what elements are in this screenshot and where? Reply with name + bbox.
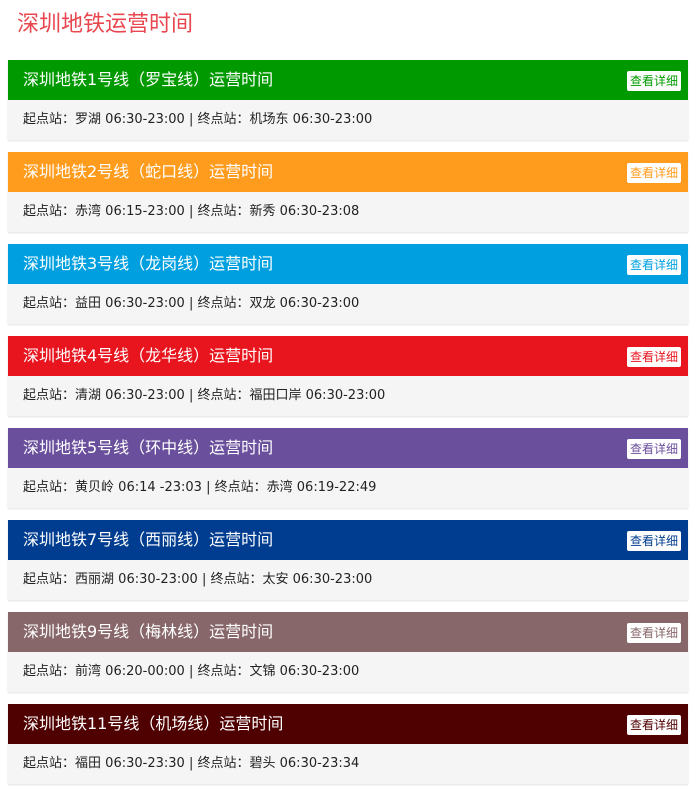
start-station-label: 起点站： — [23, 756, 76, 771]
start-station-label: 起点站： — [23, 664, 76, 679]
line-card-5: 深圳地铁5号线（环中线）运营时间 查看详细 起点站：黄贝岭 06:14 -23:… — [8, 428, 688, 508]
start-station-name: 赤湾 — [75, 204, 102, 219]
view-details-button[interactable]: 查看详细 — [626, 347, 681, 367]
view-details-button[interactable]: 查看详细 — [626, 715, 681, 735]
end-station-label: 终点站： — [197, 664, 250, 679]
line-info: 起点站：益田 06:30-23:00 | 终点站：双龙 06:30-23:00 — [8, 284, 688, 324]
start-station-label: 起点站： — [23, 112, 76, 127]
line-info: 起点站：前湾 06:20-00:00 | 终点站：文锦 06:30-23:00 — [8, 652, 688, 692]
line-card-3: 深圳地铁3号线（龙岗线）运营时间 查看详细 起点站：益田 06:30-23:00… — [8, 244, 688, 324]
info-separator: | — [188, 204, 194, 219]
start-station-name: 益田 — [75, 296, 102, 311]
start-station-name: 福田 — [75, 756, 102, 771]
view-details-button[interactable]: 查看详细 — [626, 255, 681, 275]
start-station-hours: 06:30-23:30 — [105, 756, 185, 771]
line-info: 起点站：西丽湖 06:30-23:00 | 终点站：太安 06:30-23:00 — [8, 560, 688, 600]
line-header: 深圳地铁11号线（机场线）运营时间 查看详细 — [8, 704, 688, 744]
end-station-name: 新秀 — [249, 204, 276, 219]
line-title: 深圳地铁2号线（蛇口线）运营时间 — [23, 162, 274, 181]
start-station-name: 清湖 — [75, 388, 102, 403]
end-station-hours: 06:30-23:34 — [279, 756, 360, 771]
end-station-hours: 06:30-23:00 — [279, 296, 360, 311]
start-station-name: 罗湖 — [75, 112, 102, 127]
info-separator: | — [188, 664, 194, 679]
line-title: 深圳地铁1号线（罗宝线）运营时间 — [23, 70, 274, 89]
view-details-button[interactable]: 查看详细 — [626, 163, 681, 183]
line-title: 深圳地铁11号线（机场线）运营时间 — [23, 714, 284, 733]
start-station-hours: 06:30-23:00 — [118, 572, 198, 587]
start-station-name: 西丽湖 — [75, 572, 115, 587]
end-station-name: 双龙 — [249, 296, 276, 311]
info-separator: | — [201, 572, 207, 587]
end-station-hours: 06:30-23:00 — [305, 388, 386, 403]
end-station-hours: 06:19-22:49 — [296, 480, 377, 495]
line-card-11: 深圳地铁11号线（机场线）运营时间 查看详细 起点站：福田 06:30-23:3… — [8, 704, 688, 784]
start-station-hours: 06:14 -23:03 — [118, 480, 202, 495]
view-details-button[interactable]: 查看详细 — [626, 71, 681, 91]
end-station-name: 福田口岸 — [249, 388, 302, 403]
start-station-label: 起点站： — [23, 204, 76, 219]
info-separator: | — [188, 112, 194, 127]
line-header: 深圳地铁1号线（罗宝线）运营时间 查看详细 — [8, 60, 688, 100]
end-station-name: 机场东 — [249, 112, 289, 127]
start-station-hours: 06:30-23:00 — [105, 112, 185, 127]
start-station-name: 前湾 — [75, 664, 102, 679]
view-details-button[interactable]: 查看详细 — [626, 439, 681, 459]
line-title: 深圳地铁4号线（龙华线）运营时间 — [23, 346, 274, 365]
line-header: 深圳地铁9号线（梅林线）运营时间 查看详细 — [8, 612, 688, 652]
end-station-label: 终点站： — [197, 296, 250, 311]
info-separator: | — [206, 480, 211, 495]
line-header: 深圳地铁4号线（龙华线）运营时间 查看详细 — [8, 336, 688, 376]
line-header: 深圳地铁2号线（蛇口线）运营时间 查看详细 — [8, 152, 688, 192]
end-station-hours: 06:30-23:00 — [292, 112, 373, 127]
end-station-name: 太安 — [262, 572, 289, 587]
start-station-hours: 06:30-23:00 — [105, 296, 185, 311]
end-station-label: 终点站： — [214, 480, 267, 495]
line-header: 深圳地铁3号线（龙岗线）运营时间 查看详细 — [8, 244, 688, 284]
line-info: 起点站：福田 06:30-23:30 | 终点站：碧头 06:30-23:34 — [8, 744, 688, 784]
info-separator: | — [188, 296, 194, 311]
start-station-hours: 06:20-00:00 — [105, 664, 185, 679]
end-station-label: 终点站： — [210, 572, 263, 587]
line-title: 深圳地铁7号线（西丽线）运营时间 — [23, 530, 274, 549]
end-station-label: 终点站： — [197, 388, 250, 403]
end-station-name: 碧头 — [249, 756, 276, 771]
line-title: 深圳地铁5号线（环中线）运营时间 — [23, 438, 274, 457]
info-separator: | — [188, 756, 194, 771]
line-card-2: 深圳地铁2号线（蛇口线）运营时间 查看详细 起点站：赤湾 06:15-23:00… — [8, 152, 688, 232]
end-station-label: 终点站： — [197, 112, 250, 127]
start-station-hours: 06:30-23:00 — [105, 388, 185, 403]
start-station-name: 黄贝岭 — [75, 480, 115, 495]
end-station-hours: 06:30-23:00 — [279, 664, 360, 679]
view-details-button[interactable]: 查看详细 — [626, 623, 681, 643]
start-station-label: 起点站： — [23, 572, 76, 587]
end-station-hours: 06:30-23:00 — [292, 572, 373, 587]
line-card-9: 深圳地铁9号线（梅林线）运营时间 查看详细 起点站：前湾 06:20-00:00… — [8, 612, 688, 692]
line-info: 起点站：清湖 06:30-23:00 | 终点站：福田口岸 06:30-23:0… — [8, 376, 688, 416]
info-separator: | — [188, 388, 194, 403]
line-info: 起点站：罗湖 06:30-23:00 | 终点站：机场东 06:30-23:00 — [8, 100, 688, 140]
line-info: 起点站：赤湾 06:15-23:00 | 终点站：新秀 06:30-23:08 — [8, 192, 688, 232]
start-station-label: 起点站： — [23, 296, 76, 311]
line-header: 深圳地铁7号线（西丽线）运营时间 查看详细 — [8, 520, 688, 560]
end-station-label: 终点站： — [197, 204, 250, 219]
end-station-name: 赤湾 — [266, 480, 293, 495]
line-card-1: 深圳地铁1号线（罗宝线）运营时间 查看详细 起点站：罗湖 06:30-23:00… — [8, 60, 688, 140]
start-station-label: 起点站： — [23, 480, 76, 495]
end-station-label: 终点站： — [197, 756, 250, 771]
page-title: 深圳地铁运营时间 — [17, 12, 194, 37]
line-title: 深圳地铁3号线（龙岗线）运营时间 — [23, 254, 274, 273]
end-station-name: 文锦 — [249, 664, 276, 679]
line-info: 起点站：黄贝岭 06:14 -23:03 | 终点站：赤湾 06:19-22:4… — [8, 468, 688, 508]
start-station-label: 起点站： — [23, 388, 76, 403]
line-card-7: 深圳地铁7号线（西丽线）运营时间 查看详细 起点站：西丽湖 06:30-23:0… — [8, 520, 688, 600]
start-station-hours: 06:15-23:00 — [105, 204, 185, 219]
line-card-4: 深圳地铁4号线（龙华线）运营时间 查看详细 起点站：清湖 06:30-23:00… — [8, 336, 688, 416]
end-station-hours: 06:30-23:08 — [279, 204, 360, 219]
view-details-button[interactable]: 查看详细 — [626, 531, 681, 551]
line-title: 深圳地铁9号线（梅林线）运营时间 — [23, 622, 274, 641]
line-header: 深圳地铁5号线（环中线）运营时间 查看详细 — [8, 428, 688, 468]
metro-line-list: 深圳地铁1号线（罗宝线）运营时间 查看详细 起点站：罗湖 06:30-23:00… — [8, 60, 688, 796]
